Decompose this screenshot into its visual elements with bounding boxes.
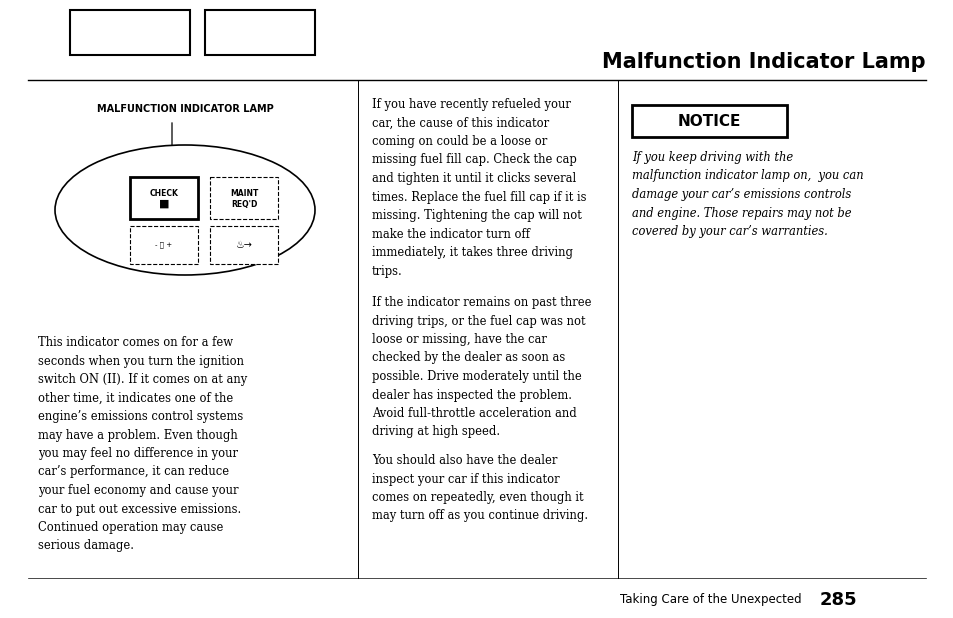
Bar: [210, 226, 277, 264]
Text: Taking Care of the Unexpected: Taking Care of the Unexpected: [619, 593, 801, 606]
Text: REQ'D: REQ'D: [231, 200, 257, 208]
Text: 285: 285: [820, 591, 857, 609]
Text: ♨→: ♨→: [235, 240, 253, 250]
Bar: [70, 10, 190, 55]
Bar: [205, 10, 314, 55]
Text: This indicator comes on for a few
seconds when you turn the ignition
switch ON (: This indicator comes on for a few second…: [38, 336, 247, 552]
Text: ■: ■: [158, 199, 169, 209]
Text: NOTICE: NOTICE: [677, 114, 740, 129]
Bar: [210, 177, 277, 219]
Text: - ⬜ +: - ⬜ +: [155, 242, 172, 248]
Ellipse shape: [55, 145, 314, 275]
Bar: [130, 226, 198, 264]
Text: Malfunction Indicator Lamp: Malfunction Indicator Lamp: [601, 52, 925, 72]
Text: MAINT: MAINT: [230, 188, 258, 198]
Text: MALFUNCTION INDICATOR LAMP: MALFUNCTION INDICATOR LAMP: [96, 104, 274, 114]
Text: If the indicator remains on past three
driving trips, or the fuel cap was not
lo: If the indicator remains on past three d…: [372, 296, 591, 439]
Bar: [130, 177, 198, 219]
Text: You should also have the dealer
inspect your car if this indicator
comes on repe: You should also have the dealer inspect …: [372, 454, 587, 522]
Text: If you keep driving with the
malfunction indicator lamp on,  you can
damage your: If you keep driving with the malfunction…: [631, 151, 862, 238]
Text: If you have recently refueled your
car, the cause of this indicator
coming on co: If you have recently refueled your car, …: [372, 98, 586, 277]
Text: CHECK: CHECK: [150, 188, 178, 198]
Bar: [631, 105, 786, 137]
